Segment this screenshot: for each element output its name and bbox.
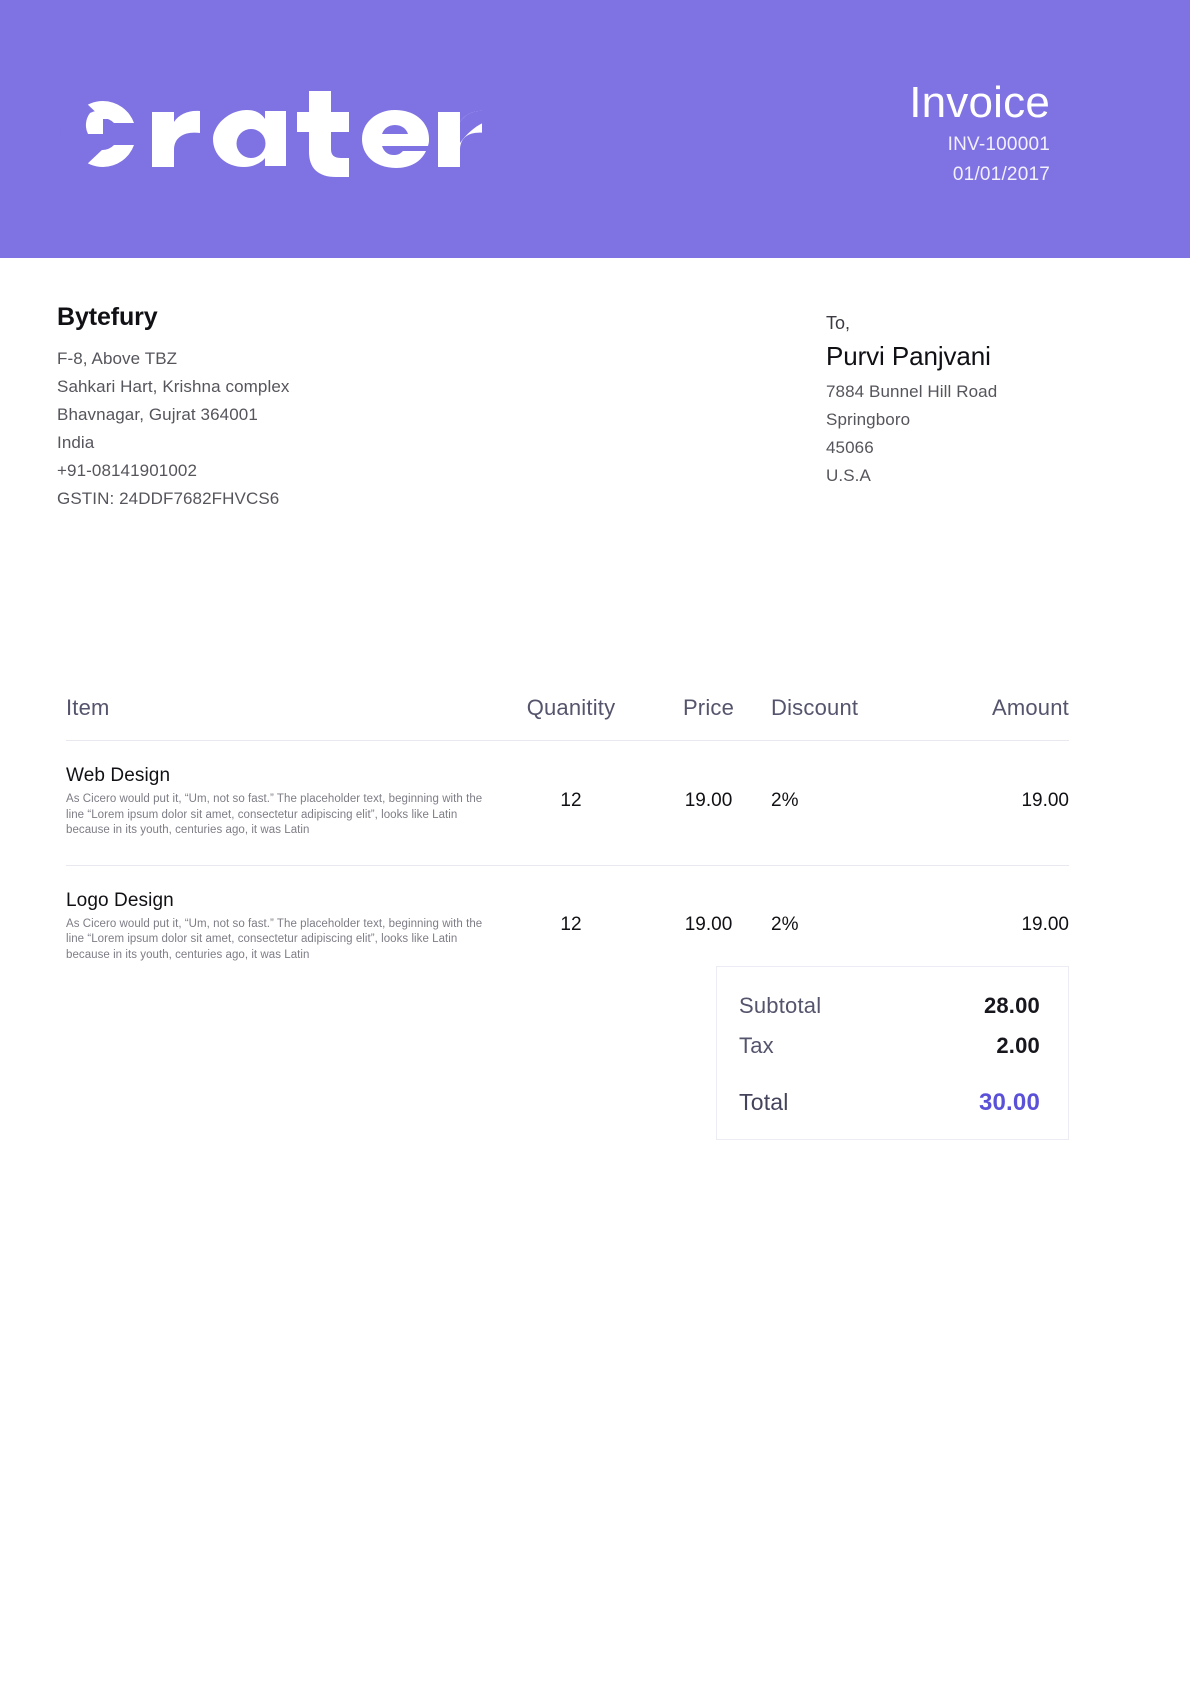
- column-header-item: Item: [66, 695, 110, 720]
- item-description: As Cicero would put it, “Um, not so fast…: [66, 793, 483, 836]
- item-cell: Logo Design As Cicero would put it, “Um,…: [66, 864, 496, 989]
- table-header-row: Item Quanitity Price Discount Amount: [66, 695, 1069, 741]
- invoice-header-banner: crater Invoice INV-100001 01/01/2017: [0, 0, 1190, 258]
- sender-address-line: Sahkari Hart, Krishna complex: [57, 377, 290, 396]
- invoice-meta: Invoice INV-100001 01/01/2017: [909, 76, 1050, 190]
- item-amount: 19.00: [921, 740, 1069, 865]
- table-body: Web Design As Cicero would put it, “Um, …: [66, 740, 1069, 989]
- sender-address-block: Bytefury F-8, Above TBZ Sahkari Hart, Kr…: [57, 303, 487, 513]
- crater-logo: crater: [57, 88, 482, 180]
- line-items-section: Item Quanitity Price Discount Amount Web…: [66, 695, 1069, 989]
- item-name: Logo Design: [66, 889, 174, 911]
- recipient-address-block: To, Purvi Panjvani 7884 Bunnel Hill Road…: [826, 310, 1126, 490]
- invoice-number: INV-100001: [947, 134, 1050, 155]
- crater-logo-icon: [60, 91, 482, 177]
- recipient-address-line: U.S.A: [826, 466, 871, 485]
- totals-summary-box: Subtotal 28.00 Tax 2.00 Total 30.00: [716, 966, 1069, 1140]
- subtotal-label: Subtotal: [739, 993, 822, 1018]
- item-quantity: 12: [496, 864, 646, 989]
- item-name: Web Design: [66, 765, 171, 786]
- recipient-address-line: 45066: [826, 438, 874, 457]
- item-quantity: 12: [496, 740, 646, 865]
- total-value: 30.00: [978, 1089, 1040, 1116]
- sender-phone: +91-08141901002: [57, 461, 197, 480]
- sender-gstin: GSTIN: 24DDF7682FHVCS6: [57, 489, 280, 508]
- tax-label: Tax: [739, 1033, 774, 1058]
- sender-name: Bytefury: [57, 303, 158, 331]
- invoice-date: 01/01/2017: [952, 164, 1050, 185]
- item-price: 19.00: [646, 740, 771, 865]
- total-label: Total: [739, 1089, 789, 1115]
- recipient-name: Purvi Panjvani: [826, 341, 991, 371]
- line-items-table: Item Quanitity Price Discount Amount Web…: [66, 695, 1069, 989]
- table-row: Web Design As Cicero would put it, “Um, …: [66, 740, 1069, 865]
- address-section: Bytefury F-8, Above TBZ Sahkari Hart, Kr…: [0, 258, 1190, 558]
- item-cell: Web Design As Cicero would put it, “Um, …: [66, 740, 496, 865]
- column-header-amount: Amount: [991, 695, 1069, 720]
- sender-address-line: Bhavnagar, Gujrat 364001: [57, 405, 258, 424]
- recipient-address-line: 7884 Bunnel Hill Road: [826, 382, 998, 401]
- table-header: Item Quanitity Price Discount Amount: [66, 695, 1069, 741]
- subtotal-row: Subtotal 28.00: [739, 993, 1040, 1019]
- column-header-quantity: Quanitity: [526, 695, 616, 720]
- column-header-discount: Discount: [771, 695, 859, 720]
- sender-address-line: F-8, Above TBZ: [57, 349, 178, 368]
- item-discount: 2%: [771, 740, 921, 865]
- sender-address-line: India: [57, 433, 95, 452]
- total-row: Total 30.00: [739, 1089, 1040, 1117]
- tax-value: 2.00: [996, 1033, 1040, 1058]
- subtotal-value: 28.00: [983, 993, 1040, 1018]
- tax-row: Tax 2.00: [739, 1033, 1040, 1059]
- invoice-title: Invoice: [909, 78, 1050, 127]
- recipient-address-line: Springboro: [826, 410, 911, 429]
- item-description: As Cicero would put it, “Um, not so fast…: [66, 917, 483, 961]
- recipient-label: To,: [826, 313, 851, 333]
- column-header-price: Price: [682, 695, 735, 720]
